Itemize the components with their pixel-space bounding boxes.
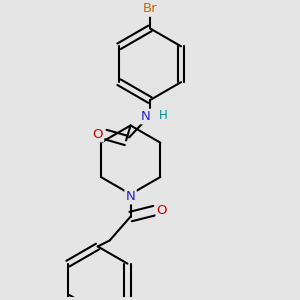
Text: O: O xyxy=(157,204,167,217)
Text: H: H xyxy=(159,109,168,122)
Text: N: N xyxy=(126,190,136,203)
Text: Br: Br xyxy=(143,2,157,16)
Text: O: O xyxy=(92,128,103,141)
Text: N: N xyxy=(141,110,150,123)
